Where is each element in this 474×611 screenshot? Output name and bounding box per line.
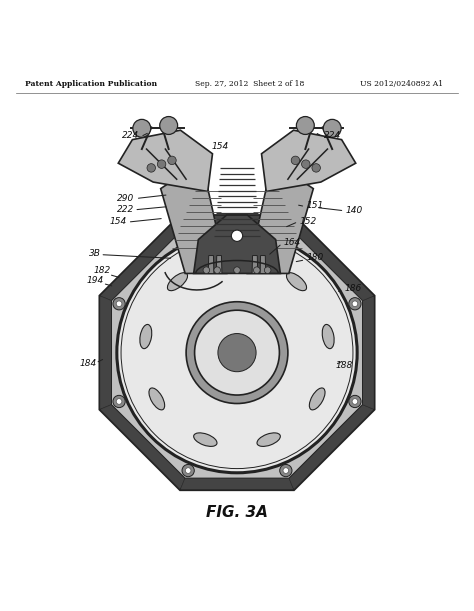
Ellipse shape [225, 254, 249, 266]
Circle shape [280, 229, 292, 241]
Polygon shape [247, 179, 313, 274]
Ellipse shape [286, 273, 307, 291]
Text: FIG. 3A: FIG. 3A [206, 505, 268, 519]
Polygon shape [194, 215, 280, 274]
Text: 3B: 3B [89, 249, 100, 258]
Circle shape [147, 164, 155, 172]
Ellipse shape [167, 273, 188, 291]
Ellipse shape [140, 324, 152, 349]
Ellipse shape [194, 433, 217, 447]
Text: 222: 222 [117, 205, 134, 214]
Text: 151: 151 [307, 202, 324, 210]
Circle shape [283, 468, 289, 474]
Text: 186: 186 [345, 284, 362, 293]
Circle shape [254, 267, 260, 274]
Circle shape [182, 464, 194, 477]
Circle shape [349, 395, 361, 408]
Circle shape [214, 267, 220, 274]
Polygon shape [289, 404, 374, 490]
Circle shape [160, 117, 178, 134]
Circle shape [113, 395, 125, 408]
Circle shape [323, 119, 341, 137]
Text: 164: 164 [283, 238, 301, 247]
Circle shape [312, 164, 320, 172]
Circle shape [352, 301, 358, 307]
Circle shape [349, 298, 361, 310]
Circle shape [280, 464, 292, 477]
Text: 152: 152 [299, 216, 317, 225]
Circle shape [234, 267, 240, 274]
Polygon shape [100, 404, 185, 490]
Polygon shape [100, 216, 374, 490]
Polygon shape [262, 130, 356, 191]
Text: US 2012/0240892 A1: US 2012/0240892 A1 [359, 81, 443, 89]
Circle shape [117, 232, 357, 473]
Polygon shape [118, 130, 212, 191]
Circle shape [291, 156, 300, 164]
Text: 140: 140 [346, 206, 363, 214]
Circle shape [231, 230, 243, 241]
Polygon shape [100, 296, 111, 409]
Text: 184: 184 [79, 359, 96, 368]
Text: 182: 182 [93, 266, 110, 276]
Text: 154: 154 [211, 142, 228, 150]
Text: 224: 224 [324, 131, 341, 140]
Circle shape [185, 468, 191, 474]
Circle shape [157, 160, 166, 169]
Circle shape [203, 267, 210, 274]
Polygon shape [208, 255, 214, 274]
Circle shape [186, 302, 288, 403]
Ellipse shape [149, 388, 164, 410]
Polygon shape [363, 296, 374, 409]
Ellipse shape [310, 388, 325, 410]
Circle shape [352, 398, 358, 404]
Polygon shape [161, 179, 227, 274]
Circle shape [116, 301, 122, 307]
Polygon shape [289, 216, 374, 301]
Circle shape [168, 156, 176, 164]
Polygon shape [111, 227, 363, 478]
Text: 224: 224 [121, 131, 139, 140]
Polygon shape [252, 255, 258, 274]
Text: 290: 290 [117, 194, 134, 203]
Circle shape [195, 310, 279, 395]
Circle shape [182, 229, 194, 241]
Text: 154: 154 [110, 218, 127, 227]
Circle shape [116, 398, 122, 404]
Polygon shape [100, 216, 185, 301]
Circle shape [301, 160, 310, 169]
Text: Sep. 27, 2012  Sheet 2 of 18: Sep. 27, 2012 Sheet 2 of 18 [195, 81, 304, 89]
Circle shape [264, 267, 271, 274]
Polygon shape [180, 216, 294, 227]
Circle shape [218, 334, 256, 371]
Circle shape [296, 117, 314, 134]
Circle shape [283, 232, 289, 238]
Text: 194: 194 [86, 276, 103, 285]
Circle shape [185, 232, 191, 238]
Polygon shape [216, 255, 222, 274]
Circle shape [113, 298, 125, 310]
Polygon shape [180, 478, 294, 490]
Text: Patent Application Publication: Patent Application Publication [25, 81, 157, 89]
Text: 180: 180 [307, 253, 324, 262]
Circle shape [133, 119, 151, 137]
Text: 188: 188 [336, 360, 353, 370]
Ellipse shape [257, 433, 280, 447]
Polygon shape [260, 255, 266, 274]
Ellipse shape [322, 324, 334, 349]
